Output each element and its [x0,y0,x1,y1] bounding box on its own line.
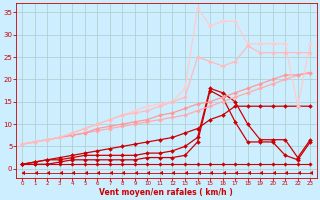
X-axis label: Vent moyen/en rafales ( km/h ): Vent moyen/en rafales ( km/h ) [100,188,233,197]
